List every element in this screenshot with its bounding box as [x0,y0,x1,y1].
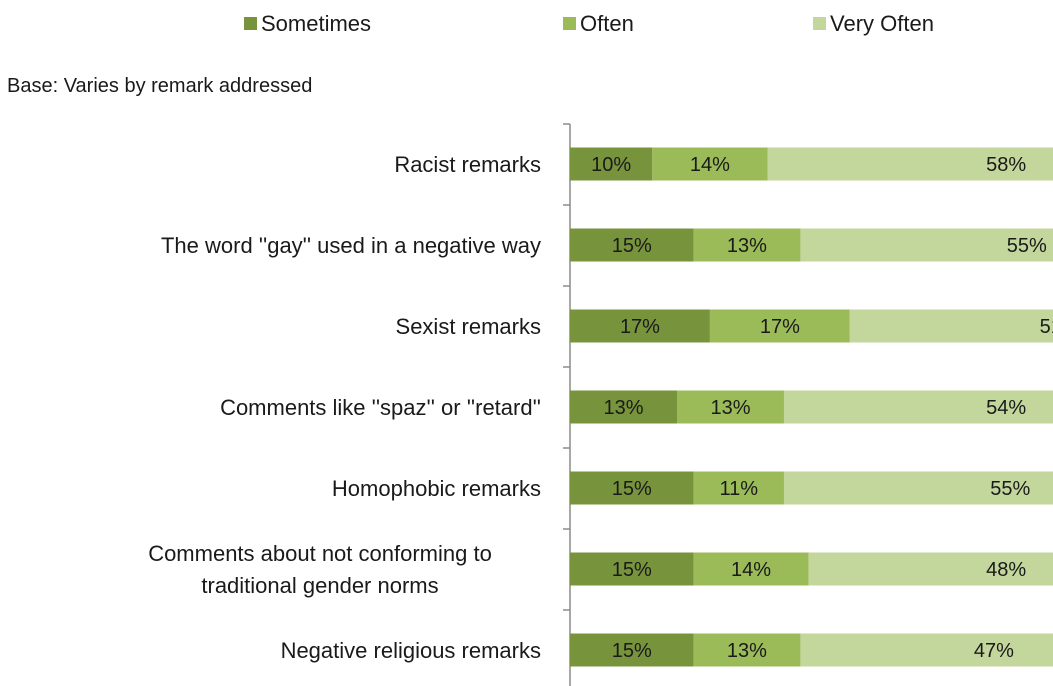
bar-segment-often [693,228,801,262]
bars: 10% 14% 58% 15% 13% 55% 17% 17% 51% 13% 13% 54% 15% 1… [570,147,1053,667]
category-label: Comments about not conforming to [148,541,492,566]
bar-segment-very-often [849,309,1053,343]
data-label: 48% [986,559,1026,581]
bar-segment-sometimes [570,471,694,505]
data-label: 17% [620,316,660,338]
legend-swatch-sometimes [244,17,257,30]
legend-swatch-often [563,17,576,30]
legend: Sometimes Often Very Often [244,11,934,36]
data-label: 14% [731,559,771,581]
data-label: 17% [760,316,800,338]
data-label: 15% [612,559,652,581]
data-label: 58% [986,154,1026,176]
bar-segment-very-often [808,552,1053,586]
bar-segment-often [693,552,809,586]
legend-label-sometimes: Sometimes [261,11,371,36]
data-label: 55% [1007,235,1047,257]
legend-item-sometimes: Sometimes [244,11,371,36]
data-label: 15% [612,640,652,662]
bar-segment-often [693,471,784,505]
bar-segment-very-often [800,633,1053,667]
data-label: 10% [591,154,631,176]
data-label: 14% [690,154,730,176]
bar-segment-sometimes [570,633,694,667]
category-label: Comments like ''spaz'' or ''retard'' [220,395,541,420]
legend-label-often: Often [580,11,634,36]
category-label: traditional gender norms [201,573,438,598]
data-label: 15% [612,478,652,500]
data-label: 55% [990,478,1030,500]
category-label: Homophobic remarks [332,476,541,501]
category-labels: Racist remarks The word ''gay'' used in a… [148,152,541,663]
data-label: 13% [727,235,767,257]
data-label: 51% [1040,316,1053,338]
legend-item-very-often: Very Often [813,11,934,36]
bar-segment-sometimes [570,228,694,262]
bar-segment-often [693,633,801,667]
bar-segment-often [652,147,768,181]
category-label: Sexist remarks [396,314,541,339]
bar-segment-sometimes [570,309,710,343]
bar-segment-often [709,309,850,343]
legend-swatch-very-often [813,17,826,30]
data-label: 13% [603,397,643,419]
data-label: 47% [974,640,1014,662]
bar-segment-often [676,390,784,424]
data-label: 11% [719,478,758,500]
bar-segment-sometimes [570,390,677,424]
bar-segment-very-often [783,390,1053,424]
bar-segment-sometimes [570,552,694,586]
bar-segment-very-often [767,147,1053,181]
category-axis [563,123,571,686]
category-label: Racist remarks [394,152,541,177]
base-note: Base: Varies by remark addressed [7,75,312,97]
bar-segment-very-often [800,228,1053,262]
bar-segment-very-often [783,471,1053,505]
legend-item-often: Often [563,11,634,36]
data-label: 13% [710,397,750,419]
bar-segment-sometimes [570,147,653,181]
data-label: 15% [612,235,652,257]
category-label: Negative religious remarks [281,638,541,663]
data-label: 54% [986,397,1026,419]
category-label: The word ''gay'' used in a negative way [161,233,541,258]
legend-label-very-often: Very Often [830,11,934,36]
data-label: 13% [727,640,767,662]
